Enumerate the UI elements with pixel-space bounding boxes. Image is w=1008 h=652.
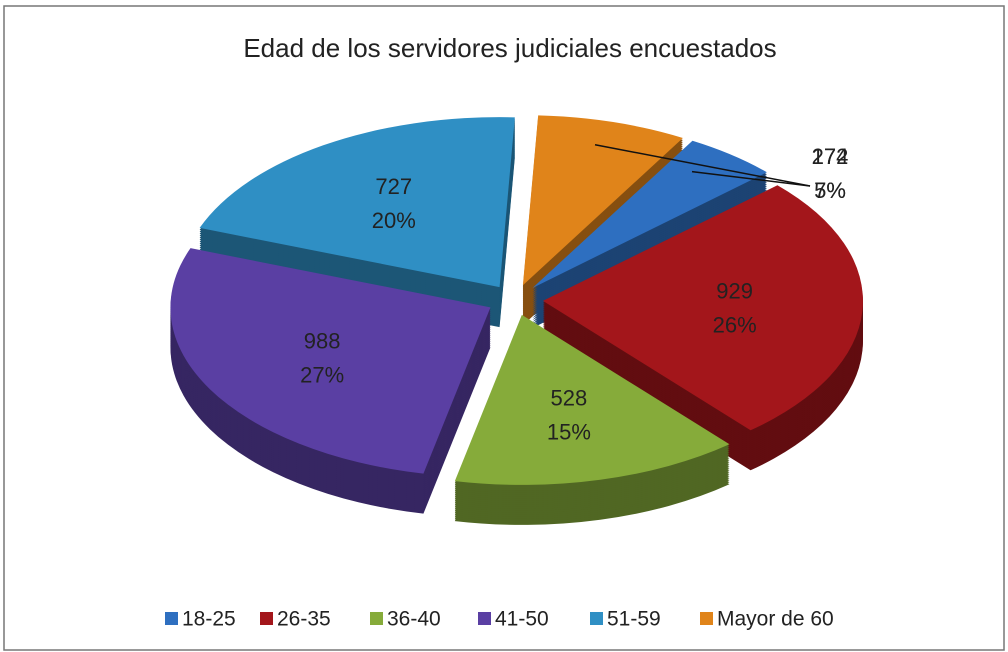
data-label: 20%: [372, 208, 416, 233]
leader-line: [594, 143, 811, 187]
data-label: 172: [812, 144, 849, 169]
chart-title: Edad de los servidores judiciales encues…: [243, 33, 776, 63]
legend-label: 18-25: [182, 608, 236, 631]
legend-label: Mayor de 60: [717, 608, 834, 631]
slice: [542, 185, 863, 431]
slice: [199, 117, 515, 288]
slice: [170, 248, 491, 474]
data-label: 15%: [547, 420, 591, 445]
legend-label: 51-59: [607, 608, 661, 631]
slice: [532, 140, 767, 288]
legend-swatch: [590, 612, 603, 625]
legend-swatch: [370, 612, 383, 625]
legend-swatch: [165, 612, 178, 625]
data-label: 27%: [300, 362, 344, 387]
data-label: 5%: [814, 178, 846, 203]
legend-label: 36-40: [387, 608, 441, 631]
data-label: 727: [375, 174, 412, 199]
data-label: 988: [304, 328, 341, 353]
legend-swatch: [260, 612, 273, 625]
legend-label: 26-35: [277, 608, 331, 631]
slice: [454, 314, 730, 485]
legend-label: 41-50: [495, 608, 549, 631]
data-label: 26%: [713, 313, 757, 338]
data-label: 929: [716, 279, 753, 304]
data-label: 7%: [814, 178, 846, 203]
slice: [522, 115, 683, 286]
data-label: 274: [812, 144, 849, 169]
legend-swatch: [700, 612, 713, 625]
leader-line: [691, 170, 811, 187]
legend-swatch: [478, 612, 491, 625]
data-label: 528: [551, 386, 588, 411]
